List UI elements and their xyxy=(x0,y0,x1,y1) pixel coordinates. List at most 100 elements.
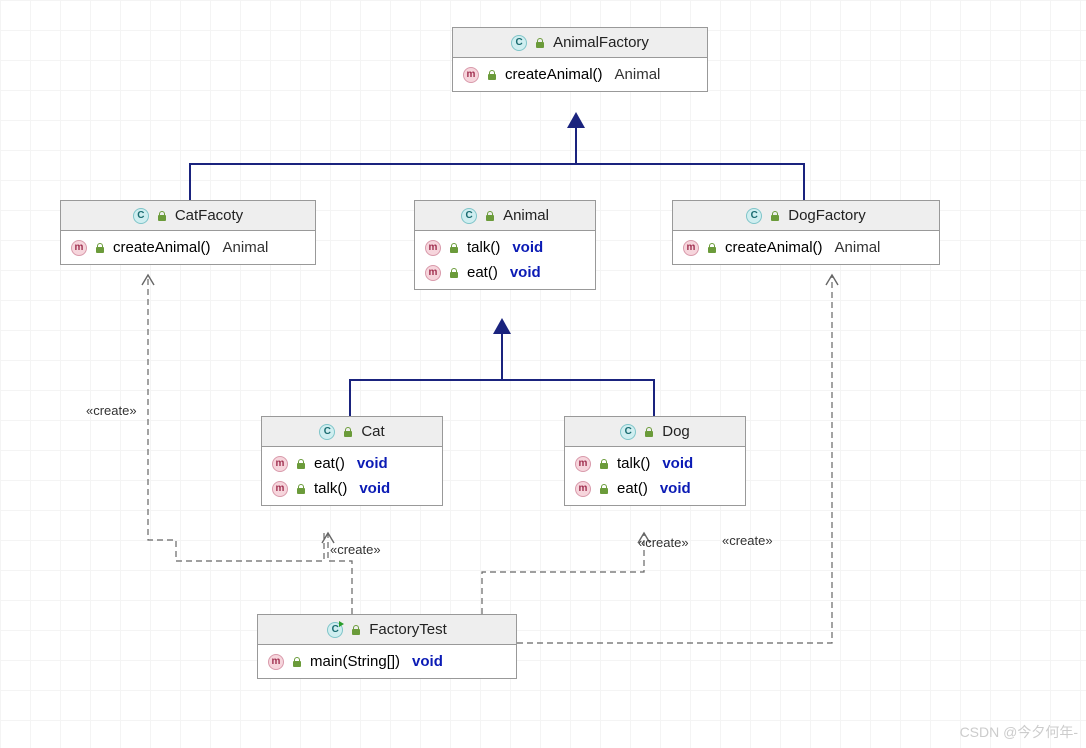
dependency-arrowhead-icon xyxy=(142,275,154,285)
watermark-text: CSDN @今夕何年- xyxy=(960,722,1078,742)
method-icon: m xyxy=(463,67,479,83)
class-name-label: AnimalFactory xyxy=(553,34,649,51)
class-name-label: CatFacoty xyxy=(175,207,243,224)
inheritance-arrowhead-icon xyxy=(567,112,585,128)
class-body: m createAnimal() Animal xyxy=(673,231,939,264)
member-row: mmain(String[])void xyxy=(258,649,516,674)
class-header: C FactoryTest xyxy=(258,615,516,645)
method-icon: m xyxy=(425,240,441,256)
class-name-label: Animal xyxy=(503,207,549,224)
return-type: void xyxy=(662,455,693,472)
lock-icon xyxy=(296,459,306,469)
class-header: C CatFacoty xyxy=(61,201,315,231)
runnable-class-icon: C xyxy=(327,622,343,638)
member-row: m createAnimal() Animal xyxy=(673,235,939,260)
stereotype-label: «create» xyxy=(722,533,773,548)
return-type: void xyxy=(512,239,543,256)
lock-icon xyxy=(535,38,545,48)
member-row: m eat() void xyxy=(565,476,745,501)
method-signature: createAnimal() xyxy=(725,239,823,256)
lock-icon xyxy=(292,657,302,667)
member-row: m talk() void xyxy=(565,451,745,476)
lock-icon xyxy=(351,625,361,635)
class-animalFactory: C AnimalFactory m createAnimal() Animal xyxy=(452,27,708,92)
method-signature: talk() xyxy=(314,480,347,497)
method-signature: eat() xyxy=(314,455,345,472)
method-icon: m xyxy=(425,265,441,281)
class-icon: C xyxy=(461,208,477,224)
inheritance-edge xyxy=(190,128,576,200)
lock-icon xyxy=(599,459,609,469)
return-type: void xyxy=(359,480,390,497)
stereotype-label: «create» xyxy=(86,403,137,418)
lock-icon xyxy=(95,243,105,253)
inheritance-edge xyxy=(502,334,654,416)
lock-icon xyxy=(707,243,717,253)
lock-icon xyxy=(599,484,609,494)
return-type: Animal xyxy=(835,239,881,256)
method-signature: createAnimal() xyxy=(113,239,211,256)
dependency-arrowhead-icon xyxy=(826,275,838,285)
class-header: C AnimalFactory xyxy=(453,28,707,58)
class-name-label: DogFactory xyxy=(788,207,866,224)
inheritance-edge xyxy=(350,334,502,416)
class-cat: CCatmeat()voidmtalk()void xyxy=(261,416,443,506)
return-type: Animal xyxy=(615,66,661,83)
return-type: void xyxy=(412,653,443,670)
lock-icon xyxy=(644,427,654,437)
lock-icon xyxy=(449,268,459,278)
method-icon: m xyxy=(272,456,288,472)
class-name-label: Cat xyxy=(361,423,384,440)
member-row: meat()void xyxy=(262,451,442,476)
member-row: m createAnimal() Animal xyxy=(453,62,707,87)
stereotype-label: «create» xyxy=(330,542,381,557)
class-header: C DogFactory xyxy=(673,201,939,231)
lock-icon xyxy=(343,427,353,437)
lock-icon xyxy=(485,211,495,221)
class-name-label: FactoryTest xyxy=(369,621,447,638)
inheritance-edge xyxy=(576,128,804,200)
return-type: void xyxy=(510,264,541,281)
lock-icon xyxy=(449,243,459,253)
return-type: void xyxy=(660,480,691,497)
member-row: m talk() void xyxy=(262,476,442,501)
class-header: C Animal xyxy=(415,201,595,231)
class-icon: C xyxy=(511,35,527,51)
return-type: Animal xyxy=(223,239,269,256)
lock-icon xyxy=(296,484,306,494)
class-icon: C xyxy=(746,208,762,224)
method-icon: m xyxy=(575,456,591,472)
dependency-edge xyxy=(482,533,644,614)
member-row: m talk() void xyxy=(415,235,595,260)
class-dogFactory: C DogFactory m createAnimal() Animal xyxy=(672,200,940,265)
method-icon: m xyxy=(272,481,288,497)
class-body: m eat() voidm talk() void xyxy=(262,447,442,505)
stereotype-label: «create» xyxy=(638,535,689,550)
inheritance-arrowhead-icon xyxy=(493,318,511,334)
method-signature: talk() xyxy=(617,455,650,472)
class-header: C Cat xyxy=(262,417,442,447)
lock-icon xyxy=(770,211,780,221)
class-body: m talk() void m eat() void xyxy=(415,231,595,289)
class-factoryTest: CFactoryTestmmain(String[])void xyxy=(257,614,517,679)
method-signature: eat() xyxy=(467,264,498,281)
method-icon: m xyxy=(575,481,591,497)
class-header: C Dog xyxy=(565,417,745,447)
class-catFactory: CCatFacotymcreateAnimal()Animal xyxy=(60,200,316,265)
connectors-layer xyxy=(0,0,1086,748)
lock-icon xyxy=(157,211,167,221)
class-icon: C xyxy=(319,424,335,440)
class-icon: C xyxy=(620,424,636,440)
class-body: m createAnimal() Animal xyxy=(453,58,707,91)
class-name-label: Dog xyxy=(662,423,690,440)
method-icon: m xyxy=(683,240,699,256)
class-body: mcreateAnimal()Animal xyxy=(61,231,315,264)
method-signature: createAnimal() xyxy=(505,66,603,83)
method-signature: main(String[]) xyxy=(310,653,400,670)
class-icon: C xyxy=(133,208,149,224)
method-signature: eat() xyxy=(617,480,648,497)
class-body: m talk() void m eat() void xyxy=(565,447,745,505)
method-signature: talk() xyxy=(467,239,500,256)
class-body: mmain(String[])void xyxy=(258,645,516,678)
lock-icon xyxy=(487,70,497,80)
